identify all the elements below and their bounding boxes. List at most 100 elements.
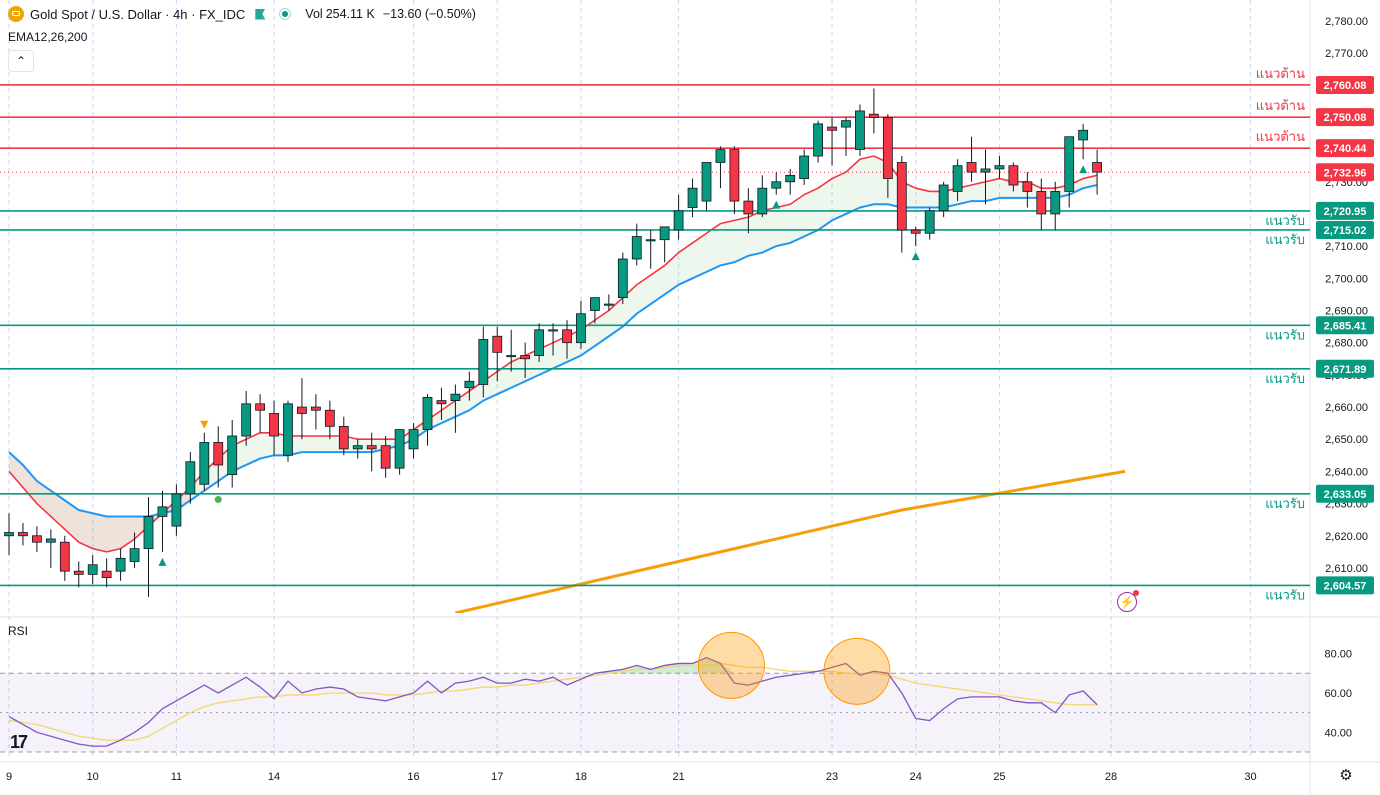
bearish-candle [492,335,503,353]
support-level-tag: แนวรับ [1265,233,1305,248]
bullish-candle [171,493,182,527]
bearish-candle [101,570,112,579]
bullish-candle [143,516,154,550]
current-price-label: 2,732.96 [1324,167,1367,179]
time-axis-label: 18 [575,771,587,783]
rsi-line [8,656,1098,747]
price-axis-tick: 2,710.00 [1325,241,1368,253]
rsi-axis-tick: 60.00 [1324,688,1352,700]
time-axis-label: 24 [910,771,922,783]
price-axis-tick: 2,780.00 [1325,16,1368,28]
price-axis-tick: 2,640.00 [1325,466,1368,478]
resistance-level-tag: แนวต้าน [1256,67,1305,82]
symbol-header: Gold Spot / U.S. Dollar · 4h · FX_IDC Vo… [8,4,476,24]
bearish-candle [966,162,977,173]
support-price-label: 2,720.95 [1324,206,1367,218]
support-price-label: 2,671.89 [1324,364,1367,376]
bearish-candle [18,532,28,537]
market-status-icon[interactable] [279,8,292,20]
rsi-highlight-circle [823,637,891,705]
time-axis-label: 17 [491,771,503,783]
bearish-candle [338,425,349,450]
bullish-candle [157,506,168,517]
lightning-icon[interactable]: ⚡ [1117,590,1139,612]
rsi-axis-tick: 40.00 [1324,727,1352,739]
sell-signal-triangle [200,420,209,429]
bullish-candle [1064,136,1075,192]
bullish-candle [1078,129,1089,141]
bearish-candle [1092,162,1102,173]
support-level-tag: แนวรับ [1265,372,1305,387]
price-axis-tick: 2,700.00 [1325,273,1368,285]
resistance-price-tag [1316,75,1374,94]
bullish-candle [841,120,851,128]
time-axis-label: 21 [672,771,684,783]
support-level-tag: แนวรับ [1265,497,1305,512]
bearish-candle [297,406,307,414]
rsi-highlight-circle [697,631,765,699]
support-price-label: 2,633.05 [1324,489,1367,501]
bearish-candle [380,445,391,469]
bullish-candle [813,123,823,157]
bearish-candle [310,406,321,411]
volume-value: 254.11 K [325,7,375,21]
bullish-candle [1050,191,1061,215]
bullish-candle [715,149,726,163]
bullish-candle [422,396,433,430]
bearish-candle [729,149,740,202]
bearish-candle [827,126,837,131]
volume-label: Vol [305,7,323,21]
bullish-candle [506,355,517,358]
rsi-ma-line [8,662,1098,741]
tradingview-logo[interactable]: 17 [10,732,28,752]
bearish-candle [910,229,921,234]
support-price-tag [1316,220,1374,239]
symbol-title[interactable]: Gold Spot / U.S. Dollar · 4h · FX_IDC [30,6,246,22]
bullish-candle [799,155,810,179]
price-axis-tick: 2,620.00 [1325,531,1368,543]
support-price-label: 2,715.02 [1324,225,1367,237]
rsi-legend[interactable]: RSI [8,624,29,638]
bullish-candle [185,461,196,495]
bullish-candle [115,557,126,572]
resistance-price-label: 2,740.44 [1324,143,1368,155]
time-axis-label: 14 [268,771,280,783]
chevron-up-icon[interactable]: ⌃ [8,50,34,72]
bearish-candle [32,535,42,543]
flag-icon[interactable] [255,8,266,20]
bullish-candle [45,538,56,543]
gear-icon[interactable]: ⚙ [1339,767,1353,784]
buy-signal-triangle [911,252,920,261]
time-axis-label: 10 [87,771,99,783]
bearish-candle [213,442,224,466]
bullish-candle [590,297,600,311]
buy-signal-triangle [158,557,167,566]
signal-dot [214,495,222,503]
bearish-candle [255,403,266,411]
bullish-candle [478,339,489,385]
support-price-label: 2,685.41 [1324,320,1367,332]
bullish-candle [603,303,614,306]
bearish-candle [1008,165,1019,186]
bullish-candle [199,442,210,485]
support-price-tag [1316,576,1374,595]
bearish-candle [436,400,447,405]
support-price-label: 2,604.57 [1324,580,1367,592]
price-axis-tick: 2,770.00 [1325,48,1368,60]
support-price-tag [1316,484,1374,503]
bullish-candle [617,258,628,299]
price-axis-tick: 2,690.00 [1325,306,1368,318]
bullish-candle [283,403,293,456]
ema-legend[interactable]: EMA12,26,200 [8,30,88,44]
resistance-price-tag [1316,139,1374,158]
bullish-candle [687,187,698,208]
bullish-candle [4,532,14,537]
price-axis-tick: 2,660.00 [1325,402,1368,414]
support-level-tag: แนวรับ [1265,214,1305,229]
price-change: −13.60 (−0.50%) [382,7,476,21]
bullish-candle [645,239,656,242]
bullish-candle [129,548,140,562]
ema200-line [455,469,1126,613]
price-axis-tick: 2,680.00 [1325,338,1368,350]
